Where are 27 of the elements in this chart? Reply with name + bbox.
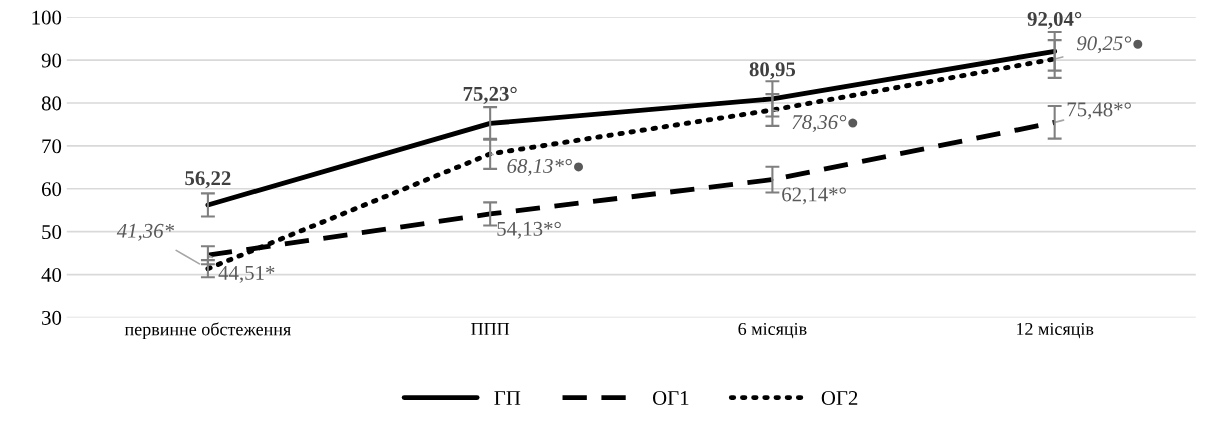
data-label: 44,51* xyxy=(218,265,275,283)
x-tick-label: первинне обстеження xyxy=(124,322,291,340)
y-tick-label: 60 xyxy=(41,182,62,197)
data-label: 80,95 xyxy=(749,62,796,80)
data-label: 41,36* xyxy=(116,223,175,241)
data-label: 75,23° xyxy=(463,86,517,104)
data-label: 62,14*° xyxy=(782,187,846,205)
y-tick-label: 70 xyxy=(42,139,62,154)
legend-label: ОГ1 xyxy=(652,391,689,406)
y-tick-label: 30 xyxy=(42,310,62,325)
data-label: 92,04° xyxy=(1027,11,1082,29)
y-tick-label: 50 xyxy=(42,225,62,240)
y-tick-label: 90 xyxy=(41,53,62,68)
x-tick-label: 6 місяців xyxy=(738,322,807,339)
data-label: 56,22 xyxy=(185,171,231,189)
data-label: 78,36°● xyxy=(792,115,858,133)
y-tick-label: 80 xyxy=(41,96,62,111)
y-tick-label: 100 xyxy=(32,10,62,25)
y-tick-label: 40 xyxy=(41,267,62,282)
legend-label: ГП xyxy=(494,391,521,405)
data-label: 90,25°● xyxy=(1076,36,1143,54)
data-label: 75,48*° xyxy=(1067,102,1131,120)
data-label: 54,13*° xyxy=(497,221,561,239)
legend-label: ОГ2 xyxy=(821,391,858,406)
x-tick-label: ППП xyxy=(471,323,510,335)
data-label: 68,13*°● xyxy=(507,158,583,176)
x-tick-label: 12 місяців xyxy=(1016,322,1094,339)
